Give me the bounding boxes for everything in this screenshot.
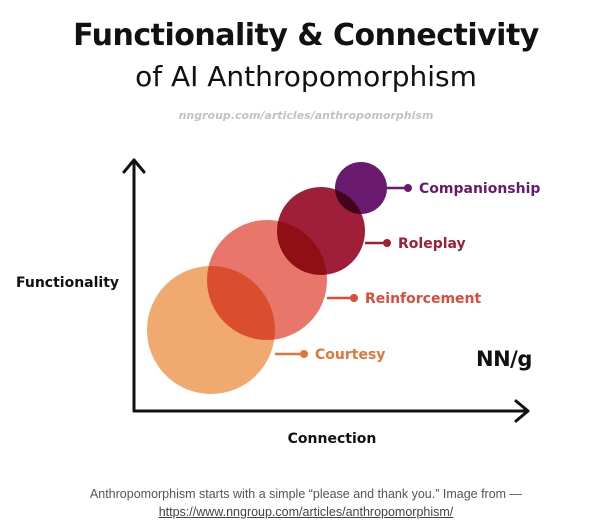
anthropomorphism-diagram: Companionship Roleplay Reinforcement Cou…	[16, 158, 540, 447]
roleplay-dot	[383, 239, 391, 247]
courtesy-label: Courtesy	[315, 347, 385, 363]
nng-logo: NN/g	[476, 347, 532, 371]
diagram-subtitle: of AI Anthropomorphism	[135, 60, 477, 93]
courtesy-dot	[300, 350, 308, 358]
circles-group	[147, 162, 387, 394]
circle-labels: Companionship Roleplay Reinforcement Cou…	[315, 181, 540, 363]
caption-text: Anthropomorphism starts with a simple “p…	[89, 487, 523, 501]
roleplay-circle	[277, 187, 365, 275]
y-axis-arrow-icon	[122, 158, 146, 174]
connectors	[275, 184, 412, 358]
companionship-circle	[335, 162, 387, 214]
caption-link[interactable]: https://www.nngroup.com/articles/anthrop…	[158, 505, 454, 519]
companionship-label: Companionship	[419, 181, 540, 197]
roleplay-label: Roleplay	[398, 236, 466, 252]
reinforcement-label: Reinforcement	[365, 291, 481, 307]
y-axis-label: Functionality	[16, 275, 119, 291]
companionship-dot	[404, 184, 412, 192]
x-axis-label: Connection	[288, 431, 377, 447]
diagram-title: Functionality & Connectivity	[73, 18, 539, 53]
x-axis-arrow-icon	[514, 399, 530, 423]
figure-caption: Anthropomorphism starts with a simple “p…	[0, 485, 612, 521]
reinforcement-dot	[350, 294, 358, 302]
axes	[122, 158, 530, 423]
source-url: nngroup.com/articles/anthropomorphism	[178, 109, 434, 122]
